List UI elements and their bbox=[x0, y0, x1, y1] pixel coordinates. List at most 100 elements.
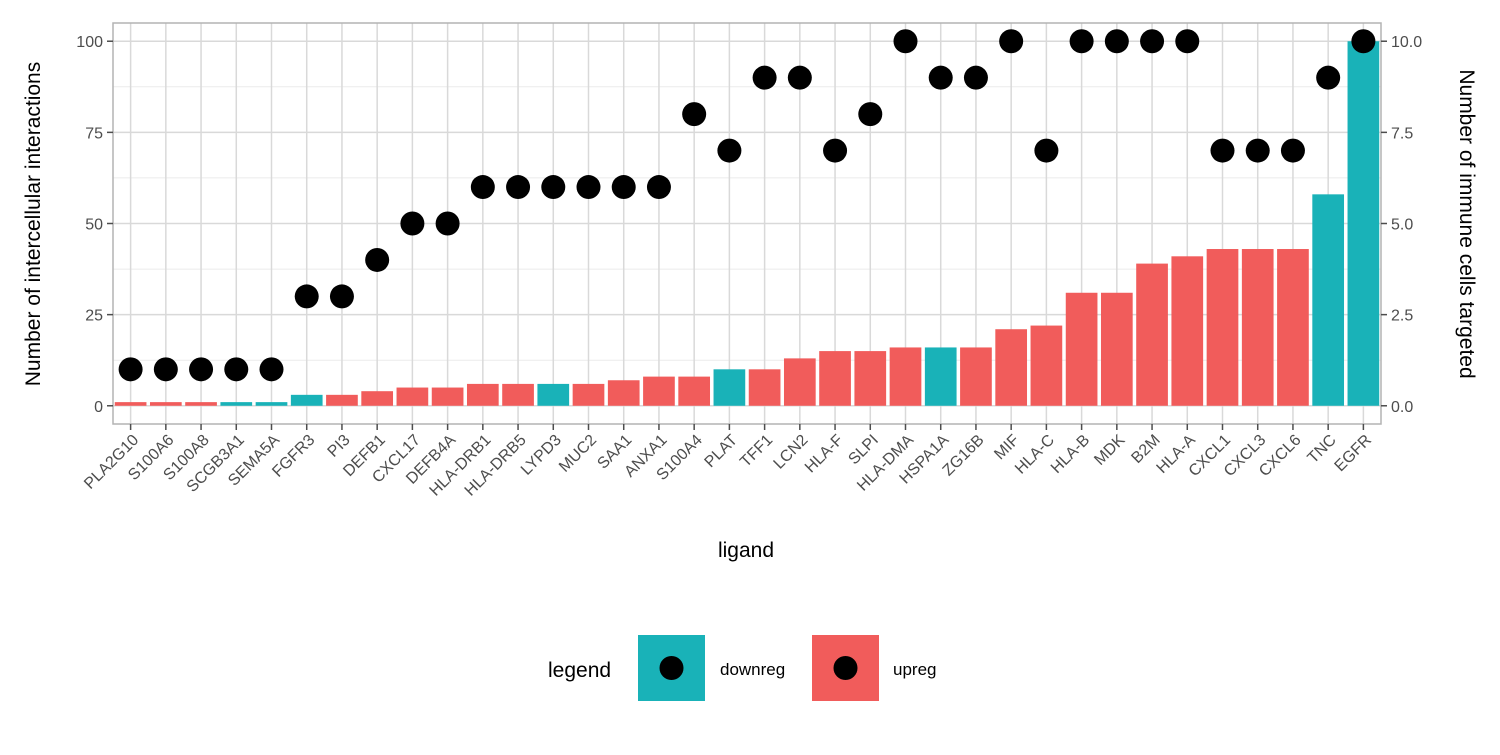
bar-MUC2 bbox=[572, 383, 605, 406]
legend-point-icon bbox=[659, 656, 684, 680]
bar-CXCL1 bbox=[1206, 249, 1239, 406]
point-MUC2 bbox=[576, 175, 601, 200]
point-HLA-A bbox=[1175, 29, 1200, 54]
point-HLA-F bbox=[823, 138, 848, 163]
legend: legend downreg upreg bbox=[548, 635, 936, 701]
y2-tick-label: 2.5 bbox=[1391, 308, 1413, 325]
point-HLA-DRB5 bbox=[506, 175, 531, 200]
x-tick-label: PLA2G10 bbox=[81, 432, 142, 493]
bar-HSPA1A bbox=[924, 347, 957, 406]
x-tick-label: MUC2 bbox=[556, 432, 600, 476]
bar-SLPI bbox=[854, 351, 887, 406]
point-SEMA5A bbox=[259, 357, 284, 382]
x-tick-label: MDK bbox=[1091, 431, 1128, 468]
bar-PI3 bbox=[326, 394, 358, 406]
point-SAA1 bbox=[611, 175, 636, 200]
bar-DEFB4A bbox=[431, 387, 464, 406]
bar-SAA1 bbox=[607, 380, 640, 406]
bar-MIF bbox=[995, 329, 1028, 406]
bar-CXCL17 bbox=[396, 387, 429, 406]
x-tick-label: PLAT bbox=[702, 431, 742, 471]
point-PI3 bbox=[329, 284, 354, 309]
legend-title: legend bbox=[548, 659, 611, 682]
y2-tick-label: 0.0 bbox=[1391, 399, 1413, 416]
bar-HLA-DRB5 bbox=[502, 383, 534, 406]
bar-TNC bbox=[1312, 194, 1345, 406]
point-HLA-DRB1 bbox=[470, 175, 495, 200]
y2-tick-label: 7.5 bbox=[1391, 125, 1413, 142]
legend-item-downreg: downreg bbox=[638, 635, 785, 701]
y2-tick-label: 10.0 bbox=[1391, 34, 1422, 51]
bar-ANXA1 bbox=[643, 376, 675, 406]
point-HLA-C bbox=[1034, 138, 1059, 163]
point-CXCL6 bbox=[1280, 138, 1305, 163]
bar-HLA-DRB1 bbox=[466, 383, 499, 406]
point-ANXA1 bbox=[646, 175, 671, 200]
point-CXCL17 bbox=[400, 211, 425, 236]
bar-TFF1 bbox=[748, 369, 781, 406]
bar-S100A6 bbox=[149, 402, 182, 406]
y2-tick-label: 5.0 bbox=[1391, 217, 1413, 234]
point-B2M bbox=[1140, 29, 1165, 54]
bar-S100A8 bbox=[185, 402, 217, 406]
bar-HLA-DMA bbox=[889, 347, 922, 406]
x-tick-label: HLA-B bbox=[1048, 432, 1093, 477]
point-CXCL1 bbox=[1210, 138, 1235, 163]
bar-DEFB1 bbox=[361, 391, 394, 406]
point-S100A4 bbox=[682, 102, 707, 127]
bar-CXCL3 bbox=[1241, 249, 1274, 406]
y-tick-label: 25 bbox=[85, 308, 103, 325]
legend-point-icon bbox=[833, 656, 858, 680]
point-S100A8 bbox=[189, 357, 214, 382]
bar-LCN2 bbox=[783, 358, 816, 406]
point-EGFR bbox=[1351, 29, 1376, 54]
x-tick-label: TFF1 bbox=[737, 432, 776, 471]
bar-series bbox=[114, 41, 1380, 406]
point-HLA-B bbox=[1069, 29, 1094, 54]
y-tick-label: 0 bbox=[94, 399, 103, 416]
bar-S100A4 bbox=[678, 376, 711, 406]
x-tick-label: LYPD3 bbox=[518, 432, 565, 479]
bar-HLA-A bbox=[1171, 256, 1204, 406]
bar-PLAT bbox=[713, 369, 746, 406]
bar-EGFR bbox=[1347, 41, 1380, 406]
point-HSPA1A bbox=[928, 65, 953, 90]
bar-FGFR3 bbox=[290, 394, 323, 406]
bar-LYPD3 bbox=[537, 383, 570, 406]
legend-label-upreg: upreg bbox=[893, 660, 936, 679]
point-FGFR3 bbox=[294, 284, 319, 309]
x-tick-label: HLA-C bbox=[1012, 432, 1058, 478]
point-series bbox=[118, 29, 1376, 382]
point-LYPD3 bbox=[541, 175, 566, 200]
point-PLAT bbox=[717, 138, 742, 163]
x-tick-label: HLA-F bbox=[802, 431, 847, 476]
x-axis-title: ligand bbox=[718, 539, 774, 562]
x-tick-label: PI3 bbox=[325, 432, 354, 461]
point-LCN2 bbox=[787, 65, 812, 90]
bar-MDK bbox=[1100, 292, 1133, 406]
y-tick-label: 50 bbox=[85, 217, 103, 234]
bar-SCGB3A1 bbox=[220, 402, 253, 406]
bar-B2M bbox=[1136, 263, 1168, 406]
bar-HLA-B bbox=[1065, 292, 1098, 406]
point-SLPI bbox=[858, 102, 883, 127]
point-DEFB1 bbox=[365, 247, 390, 272]
bar-PLA2G10 bbox=[114, 402, 147, 406]
bar-HLA-F bbox=[819, 351, 851, 406]
x-tick-label: EGFR bbox=[1332, 432, 1375, 475]
point-DEFB4A bbox=[435, 211, 460, 236]
point-TFF1 bbox=[752, 65, 777, 90]
point-MIF bbox=[999, 29, 1024, 54]
legend-label-downreg: downreg bbox=[720, 660, 785, 679]
y-tick-label: 100 bbox=[76, 34, 103, 51]
y2-axis-title: Number of immune cells targeted bbox=[1455, 69, 1478, 378]
point-PLA2G10 bbox=[118, 357, 143, 382]
point-TNC bbox=[1316, 65, 1341, 90]
point-ZG16B bbox=[963, 65, 988, 90]
legend-item-upreg: upreg bbox=[812, 635, 936, 701]
point-MDK bbox=[1104, 29, 1129, 54]
y-tick-label: 75 bbox=[85, 125, 103, 142]
bar-SEMA5A bbox=[255, 402, 288, 406]
